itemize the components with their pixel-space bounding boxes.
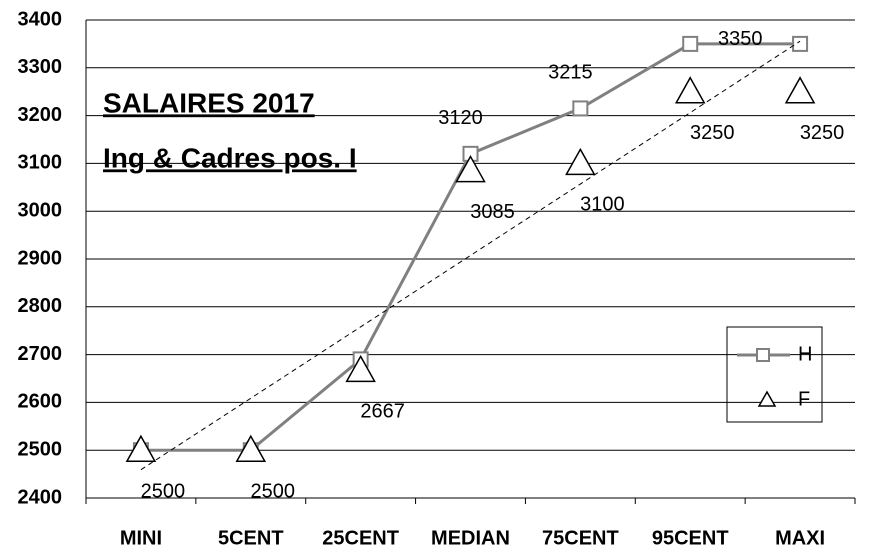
y-tick-label: 2700 <box>18 343 63 365</box>
y-tick-label: 2400 <box>18 486 63 508</box>
data-label: 3250 <box>800 122 845 144</box>
marker <box>455 155 486 183</box>
legend-label: H <box>798 343 812 365</box>
data-label: 3100 <box>580 194 625 216</box>
legend-label: F <box>798 388 810 410</box>
y-tick-label: 2900 <box>18 247 63 269</box>
y-tick-label: 2500 <box>18 438 63 460</box>
chart-subtitle: Ing & Cadres pos. I <box>103 142 357 173</box>
marker <box>682 35 699 52</box>
marker <box>235 434 267 462</box>
y-tick-label: 2600 <box>18 391 63 413</box>
marker <box>572 100 589 117</box>
data-label: 3215 <box>548 62 593 84</box>
y-tick-label: 3300 <box>18 56 63 78</box>
legend-marker <box>756 348 770 362</box>
data-label: 2500 <box>251 480 296 502</box>
marker <box>345 354 376 383</box>
legend-marker <box>757 390 777 407</box>
data-label: 3250 <box>690 122 735 144</box>
data-label: 3120 <box>438 107 483 129</box>
marker <box>125 434 157 462</box>
x-tick-label: 25CENT <box>322 527 399 547</box>
x-tick-label: MAXI <box>775 527 825 547</box>
data-label: 2500 <box>141 480 186 502</box>
marker <box>784 76 816 104</box>
y-tick-label: 3100 <box>18 152 63 174</box>
data-label: 2667 <box>360 401 405 423</box>
y-tick-label: 3000 <box>18 199 63 221</box>
y-tick-label: 2800 <box>18 295 63 317</box>
x-tick-label: MINI <box>120 527 162 547</box>
marker <box>674 76 706 104</box>
data-label: 3085 <box>470 201 515 223</box>
x-tick-label: 5CENT <box>218 527 284 547</box>
marker <box>792 35 809 52</box>
x-tick-label: 95CENT <box>652 527 729 547</box>
data-label: 3350 <box>718 28 763 50</box>
y-tick-label: 3400 <box>18 8 63 30</box>
y-tick-label: 3200 <box>18 104 63 126</box>
x-tick-label: MEDIAN <box>431 527 510 547</box>
x-tick-label: 75CENT <box>542 527 619 547</box>
chart-title: SALAIRES 2017 <box>103 87 315 118</box>
marker <box>565 147 596 176</box>
